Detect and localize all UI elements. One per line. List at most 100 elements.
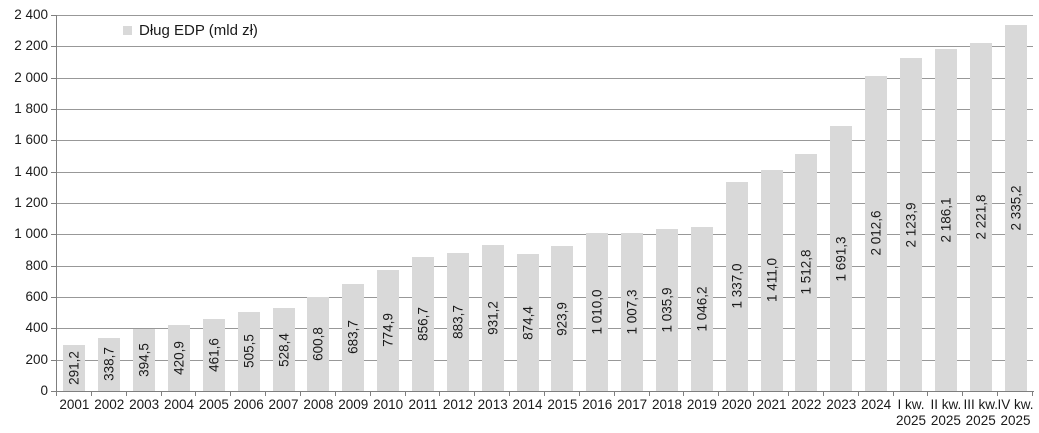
bar-value-label: 883,7 — [450, 304, 466, 339]
bar-value-label: 774,9 — [380, 313, 396, 348]
x-axis-tick — [509, 392, 511, 396]
x-axis-label-line: 2015 — [547, 397, 578, 412]
x-axis-tick — [613, 392, 615, 396]
y-axis-tick — [51, 140, 56, 142]
x-axis-label: 2008 — [293, 397, 344, 413]
x-axis-tick — [753, 392, 755, 396]
bar-value-label: 528,4 — [276, 332, 292, 367]
x-axis-label-line: 2021 — [756, 397, 787, 412]
bar-value-label: 874,4 — [520, 305, 536, 340]
legend: Dług EDP (mld zł) — [123, 22, 258, 39]
bar-value-label: 338,7 — [101, 347, 117, 382]
gridline — [56, 140, 1033, 142]
y-axis-label: 600 — [25, 289, 48, 304]
x-axis-label-line: 2010 — [373, 397, 404, 412]
y-axis-label: 1 400 — [14, 163, 48, 179]
x-axis-label: 2002 — [84, 397, 135, 413]
x-axis-label-line: 2018 — [651, 397, 682, 412]
bar-value-label: 683,7 — [345, 320, 361, 355]
legend-label: Dług EDP (mld zł) — [139, 22, 258, 39]
bar-value-label: 1 007,3 — [624, 289, 640, 335]
bar — [551, 246, 574, 391]
x-axis-label-line: 2005 — [198, 397, 229, 412]
bar — [1004, 25, 1027, 391]
x-axis-label-line: III kw. — [963, 397, 998, 412]
x-axis-label-line: 2004 — [163, 397, 194, 412]
x-axis-label-line: 2019 — [686, 397, 717, 412]
y-axis-label: 800 — [25, 257, 48, 273]
y-axis-tick — [51, 109, 56, 110]
gridline — [56, 234, 1033, 236]
x-axis-tick — [544, 392, 545, 396]
bar — [760, 169, 783, 391]
bar — [63, 345, 86, 391]
x-axis-tick — [997, 392, 999, 396]
y-axis-label: 200 — [25, 351, 48, 367]
bar-value-label: 1 512,8 — [798, 249, 814, 296]
gridline — [56, 77, 1033, 79]
x-axis-tick — [927, 392, 929, 396]
x-axis-label: 2012 — [432, 397, 483, 413]
x-axis-tick — [300, 392, 301, 396]
bar — [446, 252, 469, 391]
bar — [307, 296, 330, 391]
bar — [342, 283, 365, 391]
x-axis-label: 2015 — [537, 397, 588, 413]
x-axis-label: 2005 — [188, 397, 239, 413]
x-axis-label-line: 2025 — [965, 412, 996, 428]
x-axis-label-line: 2008 — [303, 397, 334, 412]
x-axis-tick — [892, 392, 894, 396]
x-axis-label: 2013 — [467, 397, 518, 413]
x-axis-label-line: IV kw. — [997, 397, 1034, 412]
gridline — [56, 265, 1033, 267]
bar — [272, 308, 295, 391]
x-axis-label: 2020 — [711, 397, 762, 413]
x-axis-label: 2011 — [398, 397, 449, 413]
bar — [795, 153, 818, 391]
bar-value-label: 420,9 — [171, 341, 187, 375]
x-axis-label-line: 2025 — [895, 412, 926, 428]
x-axis-tick — [822, 392, 824, 396]
x-axis-label: II kw. 2025 — [920, 397, 971, 428]
y-axis — [56, 15, 57, 391]
x-axis-tick — [648, 392, 650, 396]
bar-value-label: 1 010,0 — [589, 289, 605, 335]
x-axis-label-line: 2003 — [129, 397, 160, 412]
x-axis-label-line: 2012 — [442, 397, 473, 412]
bar — [168, 325, 190, 391]
x-axis-label-line: II kw. — [930, 397, 962, 412]
y-axis-label: 2 000 — [14, 69, 48, 85]
bar-value-label: 600,8 — [310, 327, 326, 361]
bar — [621, 233, 644, 391]
bar-value-label: 856,7 — [415, 306, 431, 341]
x-axis-label-line: 2025 — [1000, 412, 1031, 428]
x-axis-label-line: 2024 — [861, 397, 892, 412]
gridline — [56, 109, 1033, 110]
x-axis-label: 2018 — [642, 397, 693, 413]
x-axis-label: 2003 — [119, 397, 170, 413]
y-axis-label: 1 000 — [14, 226, 48, 242]
y-axis-tick — [51, 297, 56, 298]
bar — [412, 256, 434, 391]
x-axis-label-line: 2009 — [338, 397, 369, 412]
gridline — [56, 359, 1033, 361]
gridline — [56, 297, 1033, 298]
x-axis-label: 2001 — [49, 397, 100, 413]
y-axis-tick — [51, 328, 56, 330]
y-axis-label: 2 400 — [14, 7, 48, 22]
bar — [934, 48, 957, 391]
x-axis-label: 2007 — [258, 397, 309, 413]
x-axis-tick — [265, 392, 267, 396]
x-axis-label: 2017 — [607, 397, 658, 413]
bar-value-label: 2 123,9 — [903, 202, 919, 248]
bar-value-label: 461,6 — [206, 337, 222, 372]
x-axis-tick — [718, 392, 720, 396]
bar-value-label: 2 221,8 — [973, 194, 989, 240]
bar-value-label: 1 337,0 — [729, 263, 745, 309]
gridline — [56, 171, 1033, 173]
bar — [586, 232, 609, 391]
x-axis-label-line: 2013 — [477, 397, 508, 412]
bar — [377, 269, 400, 391]
bar-value-label: 2 186,1 — [938, 197, 954, 243]
